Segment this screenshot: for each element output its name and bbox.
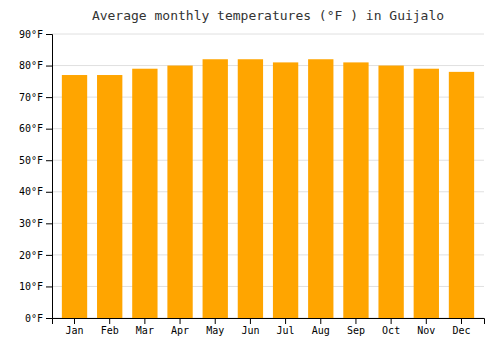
tick: 50°F — [19, 155, 52, 166]
tick-mark — [46, 66, 52, 67]
tick-label: 40°F — [19, 186, 43, 197]
tick: 60°F — [19, 123, 52, 134]
tick: Sep — [347, 318, 365, 336]
tick-label: Oct — [382, 325, 400, 336]
tick: Jul — [277, 318, 295, 336]
tick: Mar — [136, 318, 154, 336]
tick-label: Aug — [312, 325, 330, 336]
tick: May — [206, 318, 224, 336]
tick-label: Jul — [277, 325, 295, 336]
tick: Dec — [452, 318, 470, 336]
tick: 80°F — [19, 60, 52, 71]
bar — [378, 66, 403, 318]
tick-label: Jan — [65, 325, 83, 336]
tick: Nov — [417, 318, 435, 336]
bar — [273, 62, 298, 318]
tick-mark — [46, 97, 52, 98]
tick-mark — [215, 318, 216, 324]
tick-label: Jun — [241, 325, 259, 336]
tick: 70°F — [19, 92, 52, 103]
tick: 40°F — [19, 186, 52, 197]
bar — [97, 75, 122, 318]
axis-line — [53, 319, 485, 325]
axis-line — [46, 35, 53, 319]
tick-label: 20°F — [19, 250, 43, 261]
bar — [132, 69, 157, 318]
tick: Oct — [382, 318, 400, 336]
tick: 10°F — [19, 281, 52, 292]
tick: 90°F — [19, 29, 52, 40]
tick-label: 90°F — [19, 29, 43, 40]
tick-mark — [320, 318, 321, 324]
chart: 0°F 10°F 20°F 30°F 40°F 50°F 60°F 70°F 80°F 90°F J… — [0, 0, 500, 350]
grid — [52, 34, 484, 318]
bar — [62, 75, 87, 318]
tick-mark — [144, 318, 145, 324]
tick-mark — [46, 192, 52, 193]
tick-label: 10°F — [19, 281, 43, 292]
tick-mark — [46, 318, 52, 319]
bars — [62, 59, 474, 318]
tick-mark — [355, 318, 356, 324]
plot: 0°F 10°F 20°F 30°F 40°F 50°F 60°F 70°F 80°F 90°F J… — [19, 29, 485, 336]
tick-mark — [46, 286, 52, 287]
title: Average monthly temperatures (°F ) in Gu… — [92, 8, 444, 23]
x-axis: Jan Feb Mar Apr May Jun Jul Aug Sep Oct Nov Dec — [53, 318, 485, 336]
tick-label: May — [206, 325, 224, 336]
tick-mark — [109, 318, 110, 324]
tick-label: 30°F — [19, 218, 43, 229]
tick-label: 80°F — [19, 60, 43, 71]
bar — [343, 62, 368, 318]
tick: 20°F — [19, 250, 52, 261]
tick-label: Feb — [101, 325, 119, 336]
tick-label: Sep — [347, 325, 365, 336]
tick-mark — [461, 318, 462, 324]
tick-label: 0°F — [25, 313, 43, 324]
tick-mark — [46, 255, 52, 256]
bar — [203, 59, 228, 318]
bar — [167, 66, 192, 318]
tick-mark — [426, 318, 427, 324]
tick-label: 60°F — [19, 123, 43, 134]
tick-label: Dec — [452, 325, 470, 336]
tick-mark — [391, 318, 392, 324]
tick: Jan — [65, 318, 83, 336]
tick-mark — [46, 129, 52, 130]
tick-label: Apr — [171, 325, 189, 336]
tick: Feb — [101, 318, 119, 336]
tick-label: Nov — [417, 325, 435, 336]
bar — [308, 59, 333, 318]
bar — [414, 69, 439, 318]
tick-mark — [180, 318, 181, 324]
tick-mark — [46, 34, 52, 35]
tick-mark — [285, 318, 286, 324]
tick: Jun — [241, 318, 259, 336]
y-axis: 0°F 10°F 20°F 30°F 40°F 50°F 60°F 70°F 80°F 90°F — [19, 29, 53, 324]
tick-label: Mar — [136, 325, 154, 336]
tick-mark — [74, 318, 75, 324]
tick: Apr — [171, 318, 189, 336]
tick-mark — [250, 318, 251, 324]
bar — [449, 72, 474, 318]
tick-label: 70°F — [19, 92, 43, 103]
grid-line — [52, 65, 484, 66]
tick: 30°F — [19, 218, 52, 229]
tick: 0°F — [25, 313, 52, 324]
tick: Aug — [312, 318, 330, 336]
tick-mark — [46, 223, 52, 224]
tick-label: 50°F — [19, 155, 43, 166]
tick-mark — [46, 160, 52, 161]
grid-line — [52, 34, 484, 35]
bar — [238, 59, 263, 318]
